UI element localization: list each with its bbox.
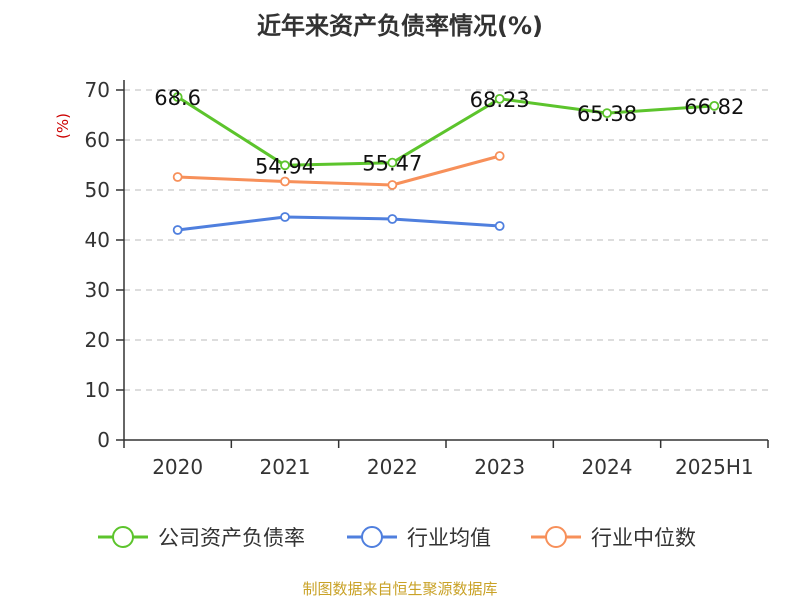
grid-lines [124, 89, 768, 391]
data-point [709, 101, 720, 111]
data-source-note: 制图数据来自恒生聚源数据库 [302, 580, 497, 598]
x-tick-label: 2024 [582, 455, 633, 479]
data-point [602, 108, 612, 118]
legend-marker [545, 526, 567, 548]
data-label: 68.6 [154, 86, 201, 110]
y-tick-label: 40 [85, 228, 110, 252]
legend-item[interactable]: 行业中位数 [531, 526, 696, 550]
y-tick-label: 0 [97, 428, 110, 452]
y-tick-label: 60 [85, 128, 110, 152]
data-point [387, 214, 398, 224]
y-tick-label: 30 [85, 278, 110, 302]
data-point [494, 221, 505, 231]
axes: 0 10 20 30 40 50 60 70 2020 2021 2022 2023 2024 2025H… [85, 78, 769, 479]
data-point [280, 160, 290, 171]
data-point [494, 151, 505, 161]
y-tick-label: 20 [85, 328, 110, 352]
series-line-1 [177, 215, 500, 232]
legend-marker [361, 526, 383, 548]
legend-label: 行业中位数 [591, 526, 696, 550]
data-point [280, 176, 290, 187]
y-axis-label: (%) [54, 113, 72, 139]
legend-marker [112, 526, 134, 548]
series-layer [172, 92, 720, 235]
data-point [172, 172, 183, 182]
data-point [387, 180, 398, 190]
data-label: 66.82 [684, 95, 744, 119]
legend-label: 公司资产负债率 [158, 526, 305, 550]
y-tick-label: 70 [85, 78, 110, 102]
x-tick-label: 2025H1 [675, 455, 754, 479]
y-tick-label: 50 [85, 178, 110, 202]
series-line-2 [177, 154, 501, 187]
data-label: 68.23 [470, 88, 530, 112]
data-point [494, 93, 505, 104]
series-line-0 [176, 95, 715, 167]
x-tick-label: 2022 [367, 455, 418, 479]
chart-title: 近年来资产负债率情况(%) [257, 12, 543, 40]
x-tick-label: 2020 [152, 455, 203, 479]
data-label: 65.38 [577, 102, 637, 126]
legend-item[interactable]: 行业均值 [347, 526, 491, 550]
data-label: 55.47 [362, 152, 422, 176]
y-tick-label: 10 [85, 378, 110, 402]
data-point [172, 225, 183, 235]
legend-label: 行业均值 [407, 526, 491, 550]
x-tick-label: 2021 [260, 455, 311, 479]
data-labels: 68.6 54.94 55.47 68.23 65.38 66.82 [154, 86, 744, 178]
data-point [280, 212, 290, 222]
data-point [387, 157, 398, 168]
x-tick-label: 2023 [474, 455, 525, 479]
data-label: 54.94 [255, 154, 315, 178]
data-point [172, 92, 183, 102]
legend-item[interactable]: 公司资产负债率 [98, 526, 305, 550]
legend: 公司资产负债率 行业均值 行业中位数 [98, 526, 696, 550]
